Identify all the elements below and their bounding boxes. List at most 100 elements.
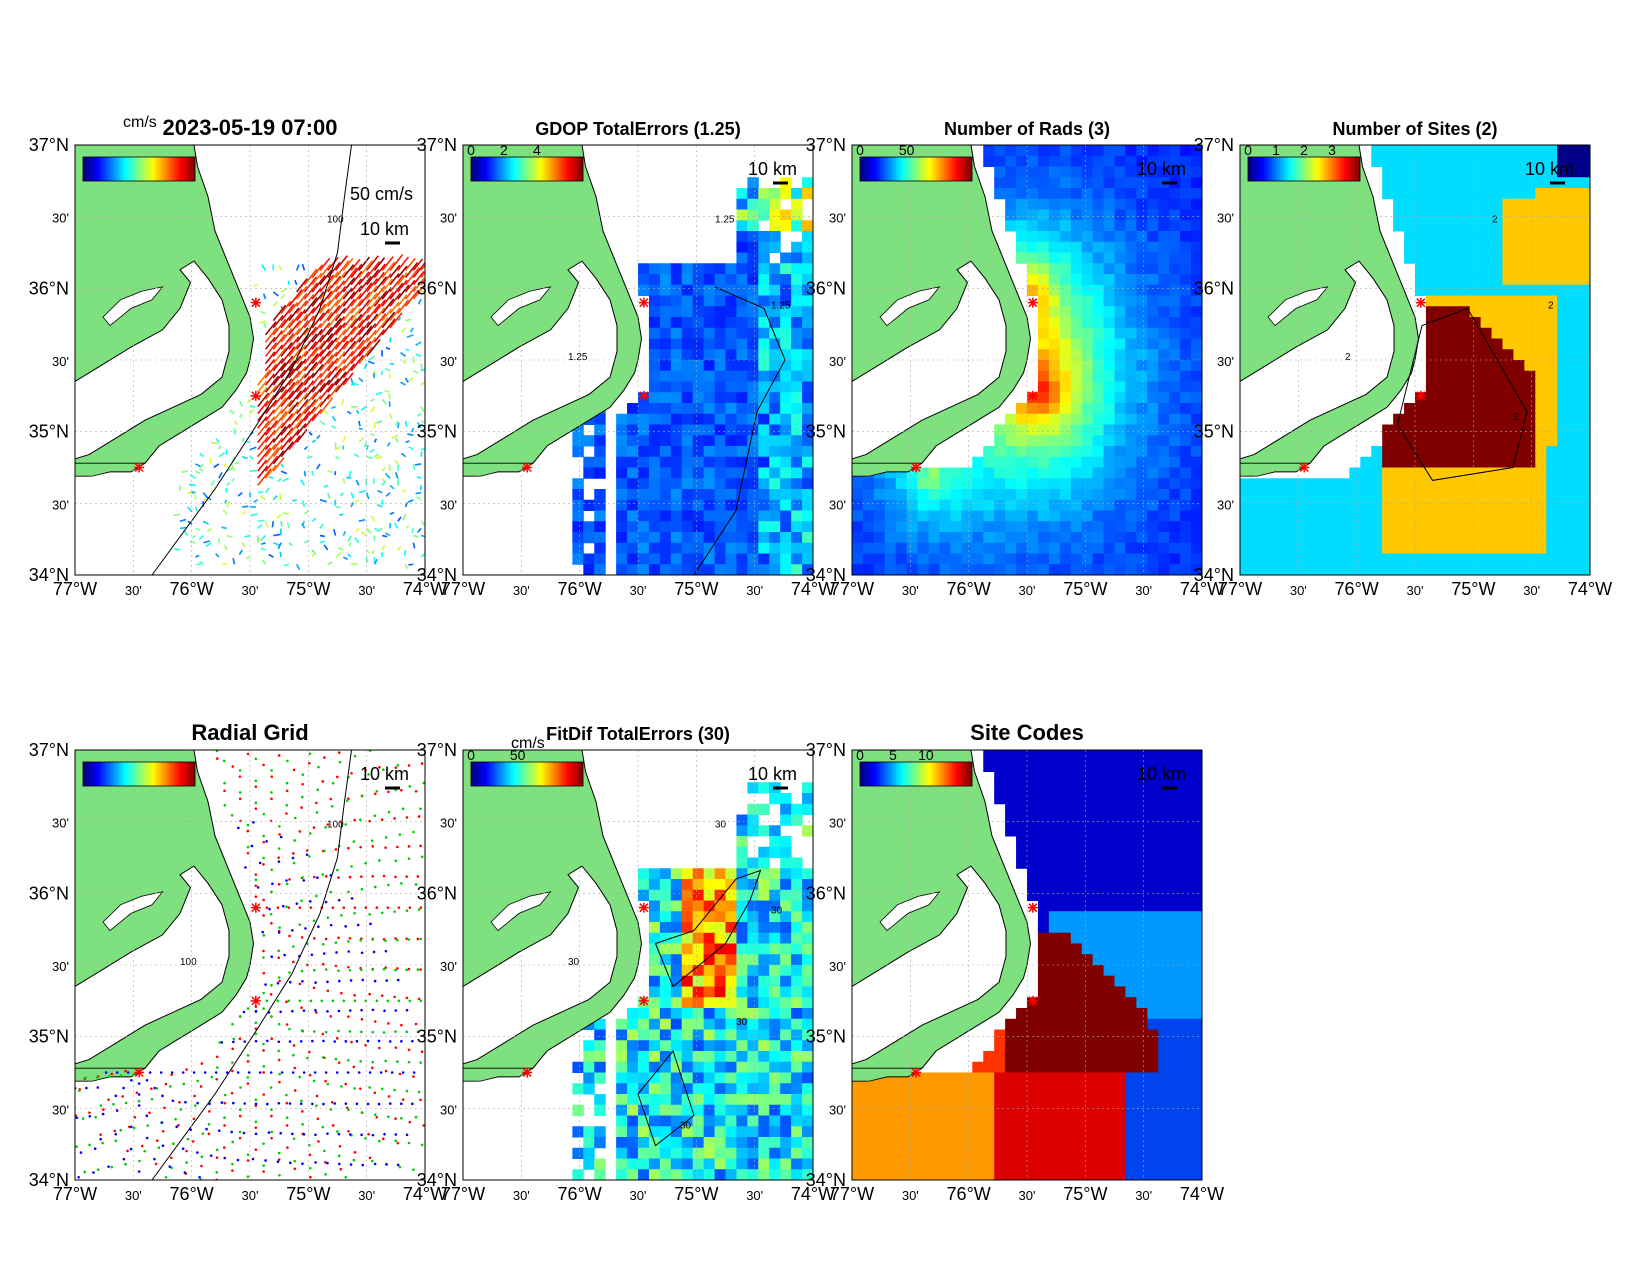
field-cell — [1125, 564, 1136, 575]
field-cell — [594, 457, 605, 468]
grid-dot — [314, 981, 317, 984]
lat-tick-label: 30' — [52, 497, 69, 512]
grid-dot — [85, 1087, 88, 1090]
field-cell — [769, 435, 780, 446]
field-cell — [791, 210, 802, 221]
field-cell — [1005, 425, 1016, 436]
field-cell — [791, 922, 802, 933]
grid-dot — [361, 1111, 364, 1114]
field-cell — [1579, 285, 1590, 296]
grid-dot — [262, 813, 265, 816]
field-cell — [1115, 457, 1126, 468]
field-cell — [1481, 489, 1492, 500]
field-cell — [1546, 403, 1557, 414]
grid-dot — [396, 939, 399, 942]
grid-dot — [120, 1074, 123, 1077]
field-cell — [671, 1169, 682, 1180]
colorbar-swatch — [137, 157, 139, 181]
colorbar-swatch — [159, 762, 161, 786]
grid-dot — [205, 1128, 208, 1131]
grid-dot — [299, 906, 302, 909]
grid-dot — [317, 925, 320, 928]
colorbar-swatch — [151, 762, 153, 786]
grid-dot — [309, 752, 312, 755]
field-cell — [1136, 253, 1147, 264]
lat-tick-label: 34°N — [29, 565, 69, 585]
colorbar-swatch — [127, 762, 129, 786]
colorbar-swatch — [1318, 157, 1320, 181]
field-cell — [961, 489, 972, 500]
field-cell — [715, 1040, 726, 1051]
field-cell — [769, 446, 780, 457]
grid-dot — [239, 1108, 242, 1111]
field-cell — [780, 403, 791, 414]
grid-dot — [408, 1049, 411, 1052]
field-cell — [1060, 521, 1071, 532]
field-cell — [791, 349, 802, 360]
field-cell — [1557, 371, 1568, 382]
colorbar-swatch — [165, 762, 167, 786]
field-cell — [802, 793, 813, 804]
colorbar-swatch — [946, 157, 948, 181]
field-cell — [1180, 188, 1191, 199]
field-cell — [671, 500, 682, 511]
grid-dot — [371, 1061, 374, 1064]
field-cell — [758, 1105, 769, 1116]
field-cell — [682, 1169, 693, 1180]
field-cell — [1071, 457, 1082, 468]
grid-dot — [124, 1163, 127, 1166]
contour-label: 1.25 — [771, 300, 791, 311]
field-cell — [791, 360, 802, 371]
field-cell — [627, 1030, 638, 1041]
current-arrow — [346, 477, 351, 478]
field-cell — [1169, 274, 1180, 285]
field-cell — [1382, 554, 1393, 565]
field-cell — [972, 511, 983, 522]
grid-dot — [78, 1089, 81, 1092]
field-cell — [682, 532, 693, 543]
field-cell — [736, 922, 747, 933]
field-cell — [1470, 403, 1481, 414]
field-cell — [1371, 156, 1382, 167]
field-cell — [649, 414, 660, 425]
field-cell — [638, 1062, 649, 1073]
field-cell — [660, 425, 671, 436]
field-cell — [682, 901, 693, 912]
grid-dot — [292, 1054, 295, 1057]
colorbar-swatch — [1352, 157, 1354, 181]
field-cell — [1524, 532, 1535, 543]
field-cell — [1049, 349, 1060, 360]
lat-tick-label: 35°N — [417, 422, 457, 442]
field-cell — [1115, 511, 1126, 522]
field-cell — [1125, 306, 1136, 317]
grid-dot — [107, 1165, 110, 1168]
grid-dot — [383, 875, 386, 878]
field-cell — [1136, 750, 1147, 761]
grid-dot — [252, 821, 255, 824]
field-cell — [1158, 263, 1169, 274]
field-cell — [940, 521, 951, 532]
field-cell — [1393, 210, 1404, 221]
field-cell — [1481, 360, 1492, 371]
field-cell — [660, 532, 671, 543]
grid-dot — [347, 1071, 350, 1074]
field-cell — [780, 435, 791, 446]
grid-dot — [223, 760, 226, 763]
field-cell — [1568, 543, 1579, 554]
field-cell — [1503, 317, 1514, 328]
field-cell — [747, 210, 758, 221]
field-cell — [769, 414, 780, 425]
field-cell — [1169, 210, 1180, 221]
grid-dot — [378, 1040, 381, 1043]
field-cell — [1470, 500, 1481, 511]
grid-dot — [288, 1028, 291, 1031]
field-cell — [693, 879, 704, 890]
field-cell — [1448, 253, 1459, 264]
field-cell — [802, 468, 813, 479]
grid-dot — [246, 1076, 249, 1079]
field-cell — [1115, 554, 1126, 565]
field-cell — [1005, 543, 1016, 554]
field-cell — [638, 435, 649, 446]
grid-dot — [327, 916, 330, 919]
field-cell — [638, 468, 649, 479]
